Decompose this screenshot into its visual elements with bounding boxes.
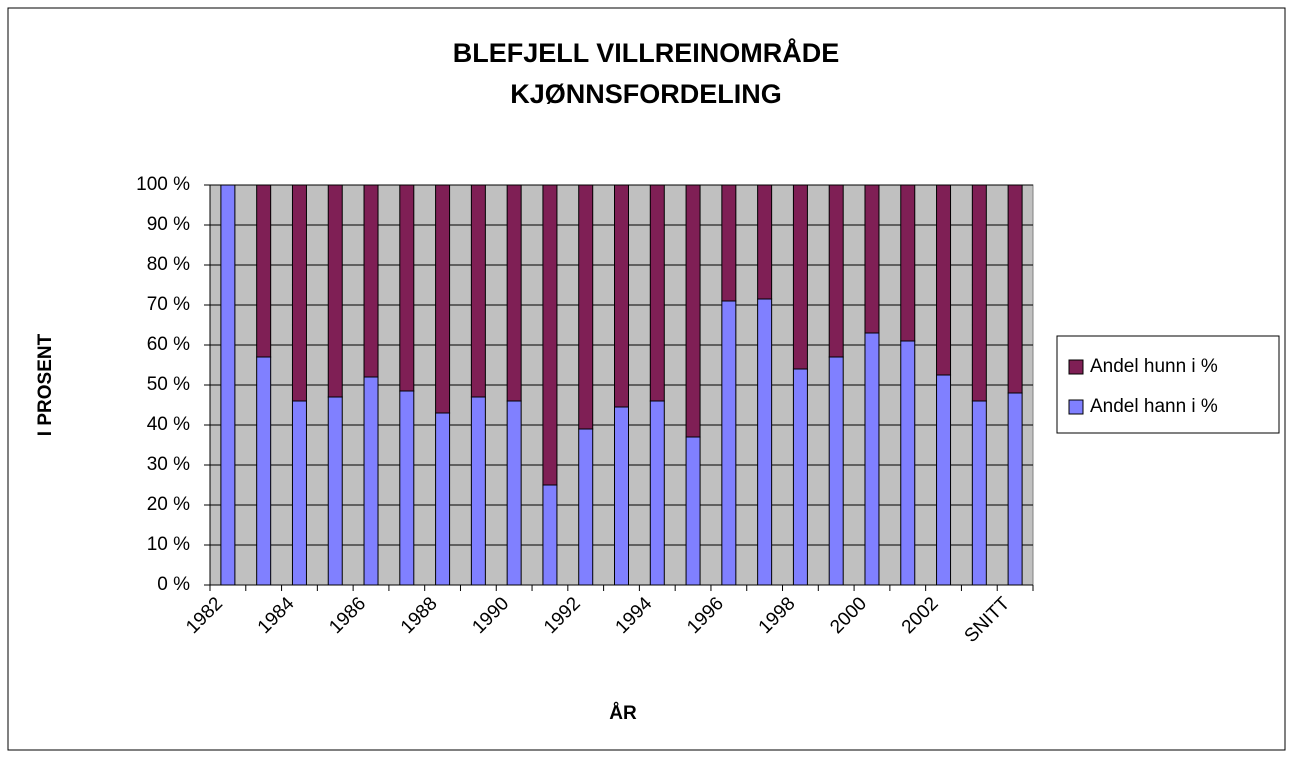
y-tick-label: 100 % <box>136 174 190 195</box>
bar <box>542 484 558 586</box>
y-tick-label: 80 % <box>147 254 190 275</box>
bar <box>256 184 272 358</box>
x-axis-label: ÅR <box>609 703 637 724</box>
bar <box>757 298 773 586</box>
bar <box>828 356 844 586</box>
bar <box>792 368 808 586</box>
bar <box>685 184 701 438</box>
bar <box>435 184 451 414</box>
bar <box>542 184 558 486</box>
bar <box>399 390 415 586</box>
bar <box>578 428 594 586</box>
bar <box>256 356 272 586</box>
bar <box>900 340 916 586</box>
y-tick-label: 70 % <box>147 294 190 315</box>
y-tick-label: 0 % <box>157 574 190 595</box>
legend-swatch <box>1068 359 1084 375</box>
bar <box>470 184 486 398</box>
chart-title: BLEFJELL VILLREINOMRÅDE <box>453 37 840 68</box>
y-tick-label: 30 % <box>147 454 190 475</box>
bar <box>327 396 343 586</box>
y-tick-label: 50 % <box>147 374 190 395</box>
bar <box>327 184 343 398</box>
bar <box>900 184 916 342</box>
bar <box>971 400 987 586</box>
legend-swatch <box>1068 399 1084 415</box>
bar <box>1007 184 1023 394</box>
y-axis-label: I PROSENT <box>35 333 56 436</box>
legend-box <box>1056 335 1280 434</box>
chart-title: KJØNNSFORDELING <box>510 79 782 109</box>
legend-label: Andel hann i % <box>1090 396 1218 417</box>
bar <box>506 184 522 402</box>
bar <box>506 400 522 586</box>
bar <box>936 374 952 586</box>
bar <box>363 376 379 586</box>
bar <box>721 184 737 302</box>
bar <box>864 184 880 334</box>
bar <box>614 184 629 408</box>
bar <box>291 400 307 586</box>
bar <box>291 184 307 402</box>
y-tick-label: 10 % <box>147 534 190 555</box>
bar <box>435 412 451 586</box>
bar <box>721 300 737 586</box>
bar <box>1007 392 1023 586</box>
bar <box>971 184 987 402</box>
bar <box>936 184 952 376</box>
bar <box>220 184 236 586</box>
bar <box>757 184 773 300</box>
bar <box>828 184 844 358</box>
legend-label: Andel hunn i % <box>1090 356 1218 377</box>
bar <box>649 400 665 586</box>
bar <box>864 332 880 586</box>
bar <box>649 184 665 402</box>
y-tick-label: 90 % <box>147 214 190 235</box>
bar <box>685 436 701 586</box>
bar <box>399 184 415 392</box>
y-tick-label: 60 % <box>147 334 190 355</box>
y-tick-label: 20 % <box>147 494 190 515</box>
bar <box>470 396 486 586</box>
bar <box>363 184 379 378</box>
y-tick-label: 40 % <box>147 414 190 435</box>
bar <box>792 184 808 370</box>
bar <box>614 406 629 586</box>
bar <box>578 184 594 430</box>
